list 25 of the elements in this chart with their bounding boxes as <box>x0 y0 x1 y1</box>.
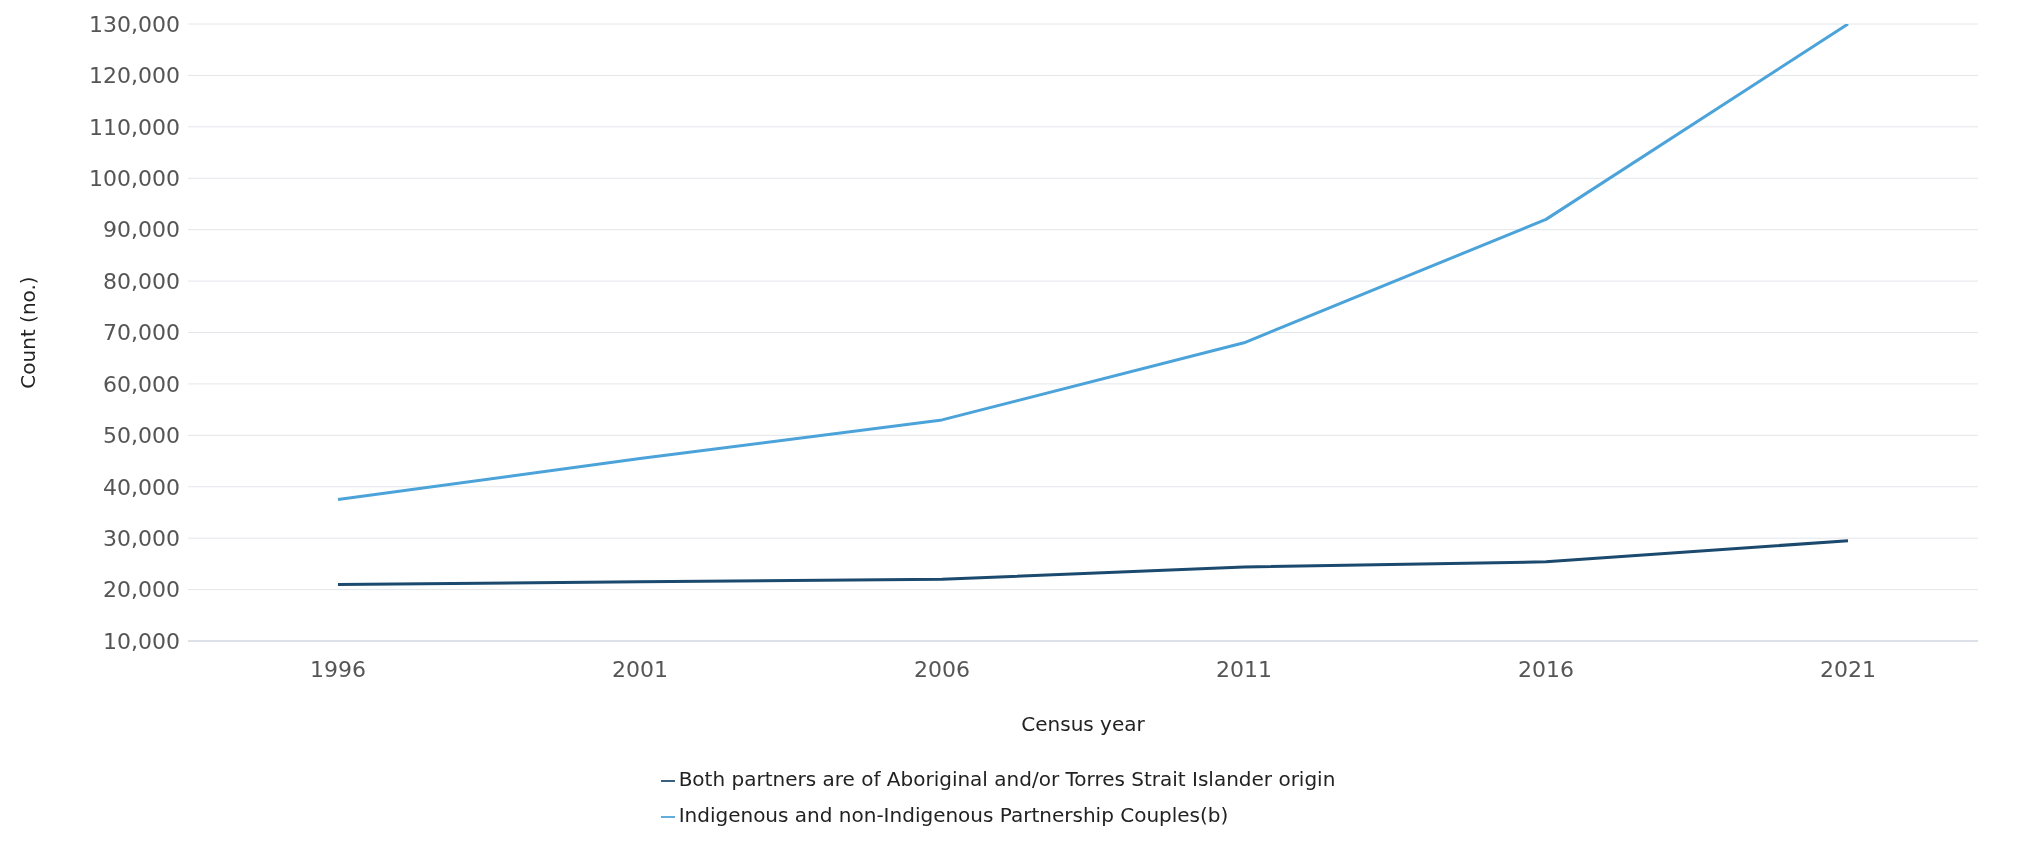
y-axis-title: Count (no.) <box>16 276 41 389</box>
y-tick-label: 80,000 <box>103 268 180 294</box>
x-tick-label: 2011 <box>1216 656 1272 682</box>
y-tick-label: 30,000 <box>103 525 180 551</box>
y-tick-label: 130,000 <box>89 11 180 37</box>
y-tick-label: 10,000 <box>103 628 180 654</box>
x-tick-label: 2001 <box>612 656 668 682</box>
line-series <box>336 539 1850 586</box>
line-series <box>336 24 1850 502</box>
y-tick-label: 40,000 <box>103 474 180 500</box>
y-tick-label: 50,000 <box>103 423 180 449</box>
x-tick-label: 1996 <box>310 656 366 682</box>
y-tick-label: 20,000 <box>103 577 180 603</box>
y-tick-label: 60,000 <box>103 371 180 397</box>
legend-label: Indigenous and non-Indigenous Partnership Couples(b) <box>678 803 1229 827</box>
x-axis-title: Census year <box>1021 712 1146 736</box>
y-tick-label: 90,000 <box>103 217 180 243</box>
y-tick-label: 70,000 <box>103 320 180 346</box>
y-tick-label: 100,000 <box>89 166 180 192</box>
x-tick-label: 2006 <box>914 656 970 682</box>
y-tick-label: 120,000 <box>89 63 180 89</box>
x-tick-label: 2016 <box>1518 656 1574 682</box>
y-tick-label: 110,000 <box>89 114 180 140</box>
x-tick-label: 2021 <box>1820 656 1876 682</box>
legend-label: Both partners are of Aboriginal and/or Torres Strait Islander origin <box>678 767 1336 791</box>
